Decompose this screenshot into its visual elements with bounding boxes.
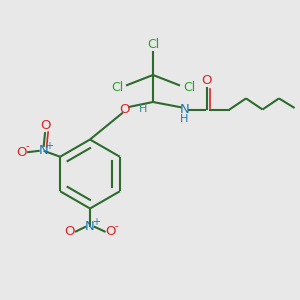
Text: Cl: Cl [111,81,123,94]
Text: -: - [114,221,118,231]
Text: N: N [39,144,49,157]
Text: Cl: Cl [183,81,195,94]
Text: O: O [119,103,130,116]
Text: H: H [139,103,148,114]
Text: N: N [85,220,95,233]
Text: N: N [180,103,189,116]
Text: O: O [16,146,27,159]
Text: O: O [40,119,50,132]
Text: +: + [45,141,53,151]
Text: O: O [106,225,116,239]
Text: H: H [180,114,189,124]
Text: -: - [25,141,29,151]
Text: O: O [202,74,212,87]
Text: Cl: Cl [147,38,159,51]
Text: O: O [64,225,75,239]
Text: +: + [92,217,100,227]
